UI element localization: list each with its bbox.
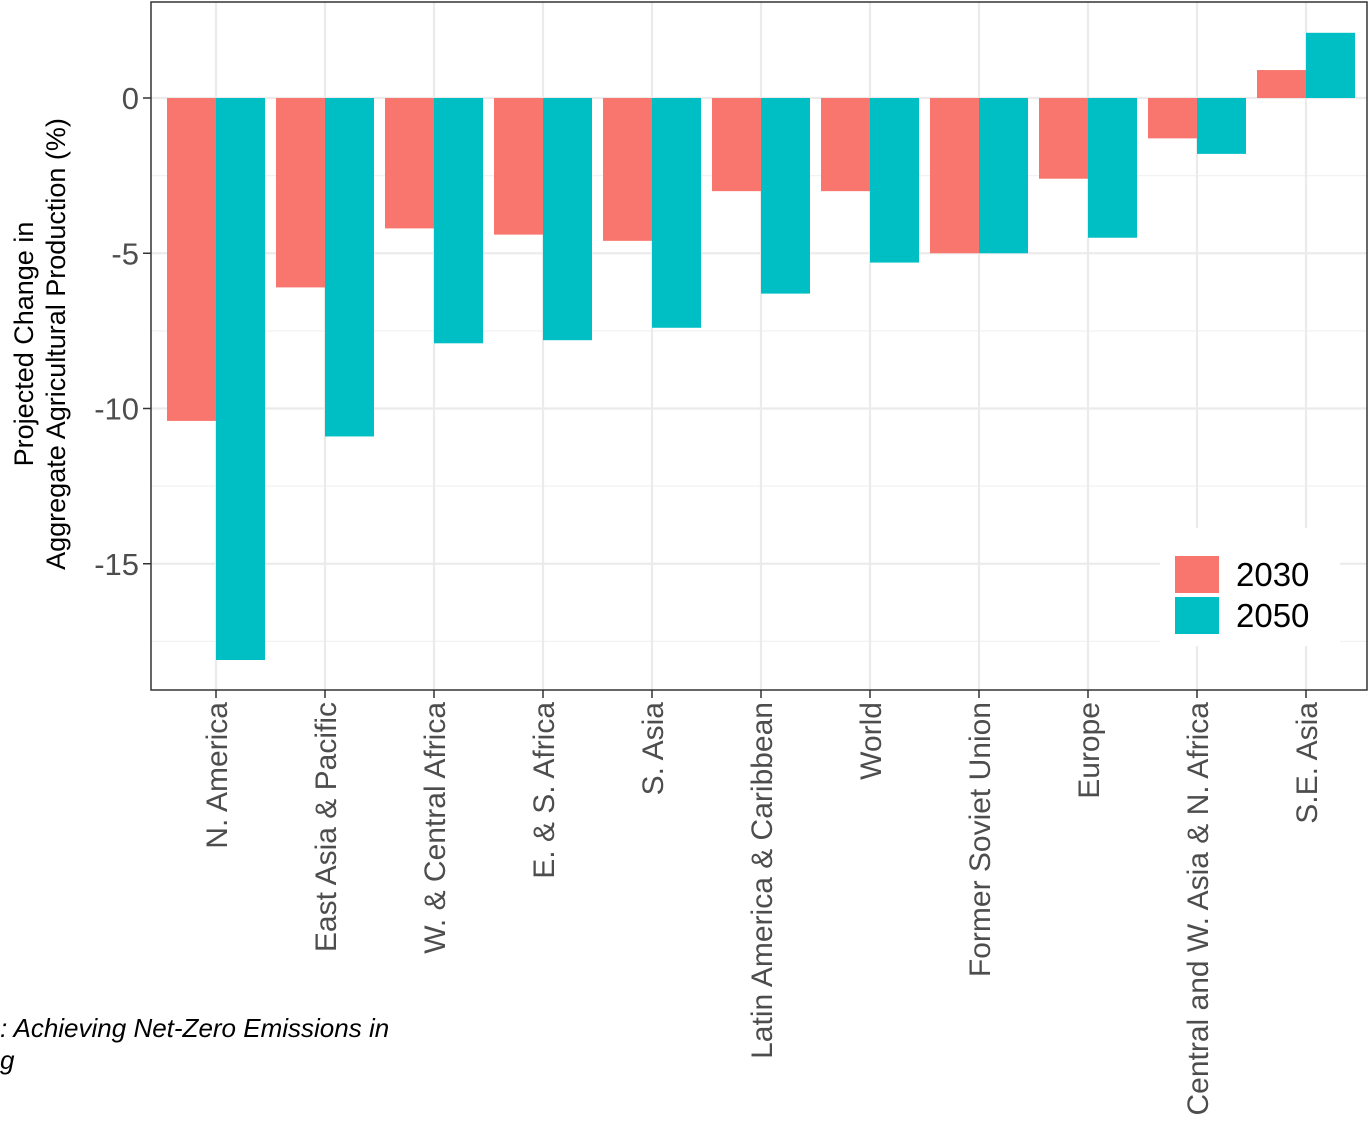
plot-panel-border: [150, 1, 1368, 691]
bar-2030: [1039, 98, 1088, 179]
bar-2030: [276, 98, 325, 288]
x-tick-label: W. & Central Africa: [419, 702, 452, 954]
bar-2030: [494, 98, 543, 235]
x-tick-label: Former Soviet Union: [964, 702, 997, 977]
x-tick-label: Latin America & Caribbean: [746, 702, 779, 1059]
caption-line-2: g: [0, 1045, 15, 1075]
x-tick-label: E. & S. Africa: [528, 702, 561, 879]
bar-2030: [385, 98, 434, 229]
y-axis-label: Projected Change in Aggregate Agricultura…: [9, 118, 71, 570]
x-tick-label: East Asia & Pacific: [310, 702, 343, 952]
bars: [167, 32, 1355, 661]
y-tick-label: -10: [94, 392, 139, 427]
bar-2050: [870, 98, 919, 263]
bar-2050: [1197, 98, 1246, 154]
y-tick-label: 0: [122, 81, 139, 116]
figure-caption: : Achieving Net-Zero Emissions in g: [0, 1012, 460, 1092]
x-axis: N. America East Asia & Pacific W. & Centra…: [201, 690, 1324, 1116]
bar-2050: [652, 98, 701, 328]
legend: 2030 2050: [1160, 528, 1340, 646]
y-tick-label: -5: [111, 236, 139, 271]
bar-2050: [1088, 98, 1137, 238]
bar-2050: [325, 98, 374, 437]
y-axis-title-line: Aggregate Agricultural Production (%): [41, 118, 71, 570]
bar-2030: [1148, 98, 1197, 139]
legend-label: 2050: [1236, 597, 1309, 634]
bar-2050: [216, 98, 265, 661]
bar-2050: [434, 98, 483, 344]
bar-2030: [603, 98, 652, 241]
bar-2050: [761, 98, 810, 294]
bar-2030: [930, 98, 979, 254]
legend-label: 2030: [1236, 556, 1309, 593]
bar-2030: [1257, 70, 1306, 98]
x-tick-label: Europe: [1073, 702, 1106, 799]
x-tick-label: S. Asia: [637, 702, 670, 796]
bar-2030: [821, 98, 870, 192]
x-tick-label: N. America: [201, 702, 234, 849]
x-tick-label: S.E. Asia: [1291, 702, 1324, 824]
bar-2050: [1306, 32, 1355, 98]
y-axis: 0 -5 -10 -15: [94, 81, 151, 582]
bar-2050: [543, 98, 592, 341]
legend-key-2050: [1175, 597, 1219, 634]
x-tick-label: World: [855, 702, 888, 780]
bar-2050: [979, 98, 1028, 254]
y-tick-label: -15: [94, 547, 139, 582]
caption-line-1: : Achieving Net-Zero Emissions in: [0, 1013, 390, 1043]
x-tick-label: Central and W. Asia & N. Africa: [1182, 702, 1215, 1116]
bar-2030: [167, 98, 216, 421]
bar-2030: [712, 98, 761, 192]
legend-key-2030: [1175, 556, 1219, 593]
y-axis-title-line: Projected Change in: [9, 222, 39, 467]
